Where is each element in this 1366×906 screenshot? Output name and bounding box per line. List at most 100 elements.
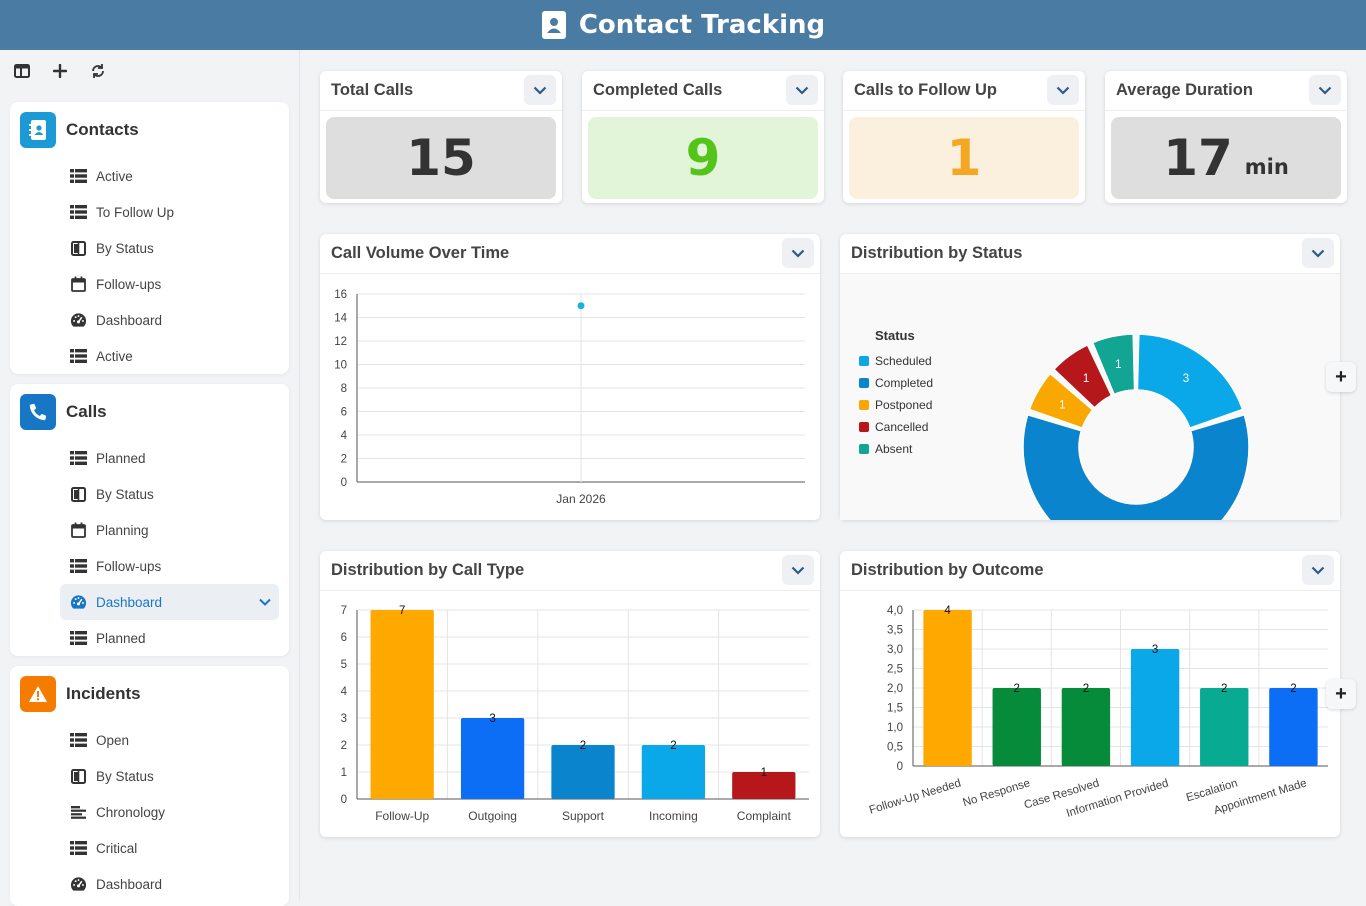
table-icon <box>70 630 87 646</box>
nav-item-label: Active <box>96 168 133 184</box>
call-volume-chart: 0 2 4 6 8 10 12 14 16 Jan 2026 <box>334 289 805 506</box>
chevron-down-icon <box>1311 566 1325 575</box>
chevron-down-icon <box>791 249 805 258</box>
y-tick-label: 16 <box>334 289 347 301</box>
bar <box>641 745 706 799</box>
data-point <box>577 302 585 310</box>
calltype-distribution-title: Distribution by Call Type <box>331 561 525 579</box>
add-widget-button[interactable]: + <box>1326 679 1356 709</box>
nav-item-label: Planned <box>96 450 146 466</box>
outcome-distribution-menu-button[interactable] <box>1302 555 1334 585</box>
nav-item[interactable]: Active <box>10 158 289 194</box>
y-tick-label: 1 <box>341 767 347 779</box>
nav-group-title: Contacts <box>66 120 139 139</box>
nav-item-label: Chronology <box>96 804 166 820</box>
y-tick-label: 3,0 <box>887 644 903 656</box>
donut-slice <box>1022 413 1250 520</box>
x-tick-label: Support <box>562 809 605 823</box>
nav-item[interactable]: Follow-ups <box>10 548 289 584</box>
kpi-title: Average Duration <box>1116 81 1253 99</box>
y-tick-label: 3 <box>341 713 347 725</box>
legend-label: Scheduled <box>875 354 932 368</box>
nav-item[interactable]: Follow-ups <box>10 266 289 302</box>
nav-item[interactable]: Dashboard <box>60 584 279 620</box>
slice-label: 1 <box>1115 359 1121 371</box>
kpi-menu-button[interactable] <box>1309 75 1341 105</box>
y-tick-label: 3,5 <box>887 625 903 637</box>
nav-item[interactable]: By Status <box>10 230 289 266</box>
bar-value-label: 1 <box>761 767 767 779</box>
warning-icon <box>20 676 56 712</box>
slice-label: 1 <box>1083 373 1089 385</box>
x-tick-label: Follow-Up <box>375 809 429 823</box>
y-tick-label: 8 <box>341 383 347 395</box>
kpi-title: Calls to Follow Up <box>854 81 997 99</box>
bar-value-label: 2 <box>1290 683 1296 695</box>
x-tick-label: Follow-Up Needed <box>868 777 963 816</box>
nav-item[interactable]: Active <box>10 338 289 374</box>
nav-item[interactable]: To Follow Up <box>10 194 289 230</box>
nav-item[interactable]: Dashboard <box>10 302 289 338</box>
y-tick-label: 4,0 <box>887 605 903 617</box>
chevron-down-icon[interactable] <box>259 594 271 609</box>
legend-title: Status <box>875 328 915 343</box>
nav-group-title: Incidents <box>66 684 141 703</box>
nav-item[interactable]: Planning <box>10 512 289 548</box>
toggle-sidebar-icon[interactable] <box>12 61 32 81</box>
kpi-value-box: 15 <box>326 117 556 199</box>
y-tick-label: 1,0 <box>887 722 903 734</box>
nav-item[interactable]: Dashboard <box>10 866 289 902</box>
refresh-icon[interactable] <box>88 61 108 81</box>
nav-item-label: Dashboard <box>96 594 163 610</box>
nav-item[interactable]: Planned <box>10 440 289 476</box>
nav-item[interactable]: By Status <box>10 758 289 794</box>
nav-item[interactable]: Critical <box>10 830 289 866</box>
y-tick-label: 10 <box>334 360 347 372</box>
gauge-icon <box>70 312 87 328</box>
call-volume-menu-button[interactable] <box>782 238 814 268</box>
slice-label: 1 <box>1059 400 1065 412</box>
chevron-down-icon <box>1311 249 1325 258</box>
table-icon <box>70 204 87 220</box>
kpi-menu-button[interactable] <box>786 75 818 105</box>
x-tick-label: Complaint <box>737 809 792 823</box>
gauge-icon <box>70 594 87 610</box>
nav-item-label: Follow-ups <box>96 558 162 574</box>
bar <box>370 610 434 799</box>
nav-group-header[interactable]: Incidents <box>10 666 289 722</box>
chevron-down-icon <box>795 86 809 95</box>
nav-item[interactable]: Open <box>10 722 289 758</box>
y-tick-label: 0 <box>897 761 903 773</box>
legend-label: Absent <box>875 442 913 456</box>
nav-item-label: Open <box>96 732 130 748</box>
nav-group-header[interactable]: Contacts <box>10 102 289 158</box>
nav-item[interactable]: Chronology <box>10 794 289 830</box>
kpi-card: Calls to Follow Up 1 <box>843 71 1085 203</box>
status-distribution-menu-button[interactable] <box>1302 238 1334 268</box>
calltype-distribution-menu-button[interactable] <box>782 555 814 585</box>
y-tick-label: 2 <box>341 740 347 752</box>
kpi-menu-button[interactable] <box>524 75 556 105</box>
nav-item[interactable]: By Status <box>10 476 289 512</box>
nav-group-header[interactable]: Calls <box>10 384 289 440</box>
bar-value-label: 7 <box>399 605 405 617</box>
kpi-value-box: 17 min <box>1111 117 1341 199</box>
add-widget-button[interactable]: + <box>1326 362 1356 392</box>
x-tick-label: Incoming <box>649 809 698 823</box>
x-tick-label: Outgoing <box>468 809 517 823</box>
nav-item[interactable]: Planned <box>10 620 289 656</box>
add-icon[interactable] <box>50 61 70 81</box>
y-tick-label: 6 <box>341 407 347 419</box>
kpi-menu-button[interactable] <box>1047 75 1079 105</box>
bar <box>732 772 796 799</box>
kanban-icon <box>70 768 87 784</box>
donut-slice <box>1091 333 1136 396</box>
nav-group-1: Calls Planned By Status Planning Follow-ups D… <box>10 384 289 656</box>
chevron-down-icon <box>1318 86 1332 95</box>
nav-item-label: Planned <box>96 630 146 646</box>
nav-item-label: Follow-ups <box>96 276 162 292</box>
nav-item-label: Planning <box>96 522 149 538</box>
table-icon <box>70 450 87 466</box>
kpi-value: 17 <box>1163 129 1233 187</box>
y-tick-label: 6 <box>341 632 347 644</box>
